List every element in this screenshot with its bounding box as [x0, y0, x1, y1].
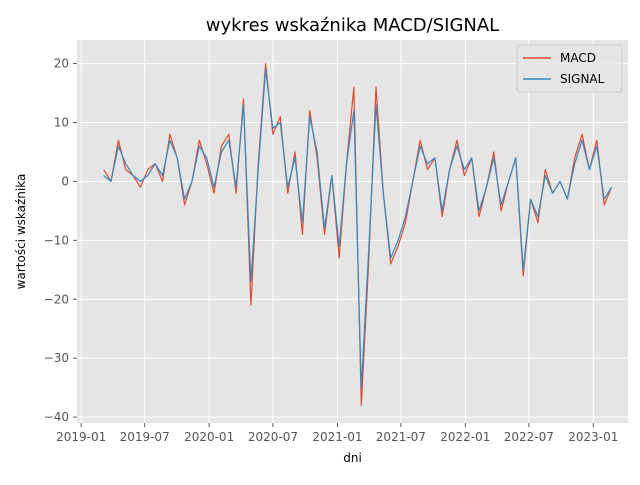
- x-tick-label: 2019-07: [120, 430, 170, 444]
- x-tick-label: 2021-01: [312, 430, 362, 444]
- x-tick-label: 2022-07: [504, 430, 554, 444]
- legend-box: [516, 44, 623, 93]
- series-lines: [103, 62, 613, 406]
- x-tick-label: 2022-01: [440, 430, 490, 444]
- x-tick-label: 2021-07: [376, 430, 426, 444]
- legend: MACD SIGNAL: [516, 44, 623, 93]
- chart-title: wykres wskaźnika MACD/SIGNAL: [206, 15, 499, 36]
- x-tick-label: 2019-01: [56, 430, 106, 444]
- x-axis-label: dni: [343, 451, 362, 465]
- y-tick-label: −30: [44, 351, 69, 365]
- x-tick-label: 2020-01: [184, 430, 234, 444]
- x-tick-label: 2023-01: [568, 430, 618, 444]
- x-tick-label: 2020-07: [248, 430, 298, 444]
- y-axis-label: wartości wskaźnika: [14, 174, 28, 290]
- y-tick-label: −20: [44, 292, 69, 306]
- series-line-signal: [103, 68, 613, 389]
- axis-ticks: 2019-01 2019-07 2020-01 2020-07 2021-01 2021-…: [44, 57, 619, 444]
- y-tick-label: 0: [61, 174, 69, 188]
- y-tick-label: −40: [44, 410, 69, 424]
- legend-label-macd: MACD: [560, 51, 596, 65]
- y-tick-label: 10: [54, 115, 69, 129]
- y-tick-label: −10: [44, 233, 69, 247]
- legend-label-signal: SIGNAL: [560, 72, 605, 86]
- y-tick-label: 20: [54, 57, 69, 71]
